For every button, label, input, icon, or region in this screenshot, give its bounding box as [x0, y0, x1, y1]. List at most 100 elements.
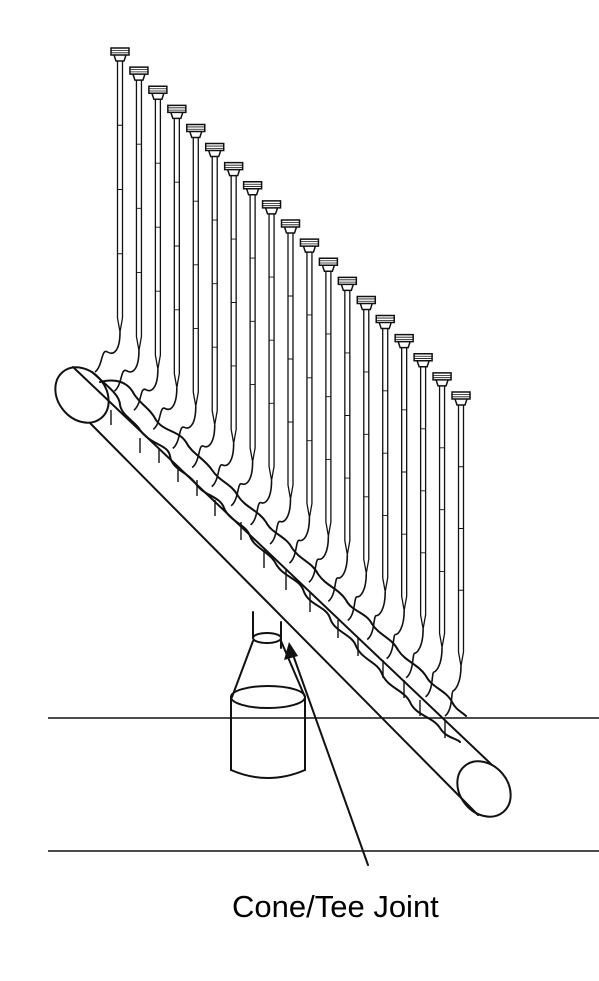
probe-shaft [306, 252, 313, 518]
probe-cap-ribs [243, 183, 262, 187]
probe-cap [375, 314, 395, 330]
probe-ticks [344, 352, 350, 479]
probe [444, 391, 471, 717]
leader-arrow [284, 642, 369, 866]
probe [133, 85, 168, 411]
probe-ticks [439, 447, 445, 573]
probe-shaft [401, 347, 408, 611]
probe-cap-ribs [376, 317, 395, 321]
probe-cable [249, 480, 273, 526]
probe [191, 142, 225, 469]
probe-cap [242, 181, 263, 196]
probe-ticks [325, 333, 331, 460]
probe-cable [94, 331, 121, 373]
main-diagonal-pipe [54, 366, 512, 818]
probe-cap [356, 295, 377, 311]
probe-shaft [344, 290, 351, 555]
probe-shaft [287, 233, 294, 500]
probe-cable [444, 665, 462, 717]
probe-cap [167, 104, 187, 120]
probe-cable [366, 591, 387, 641]
probe-cap-ribs [433, 374, 452, 379]
probe [347, 295, 377, 622]
probe-cable [347, 573, 368, 622]
probe-ticks [401, 409, 407, 535]
probe-ticks [231, 238, 237, 367]
probe-shaft [382, 328, 389, 592]
probe-shaft [419, 366, 427, 630]
probe-cable [405, 628, 424, 679]
probe-cap-ribs [111, 50, 129, 54]
probe [94, 47, 130, 373]
probe-ticks [193, 200, 199, 329]
probe-shaft [325, 271, 332, 537]
probe-cap-ribs [262, 202, 281, 207]
probe-cap-ribs [338, 279, 357, 283]
probe-ticks [155, 162, 161, 292]
probe-ticks [363, 371, 369, 498]
probe [211, 161, 244, 488]
probe-cable [133, 369, 159, 411]
probe-cap-ribs [186, 126, 205, 130]
probe-cable [288, 517, 311, 564]
probe [366, 314, 395, 641]
probe-cap-ribs [452, 394, 470, 398]
probe-shaft [230, 175, 237, 444]
probe-cap-ribs [319, 260, 338, 264]
probe-cap [432, 372, 452, 387]
probe [172, 123, 206, 450]
helix-cable-a [91, 371, 461, 743]
probe-shaft [268, 213, 275, 481]
pipe-end-right [456, 760, 512, 818]
probe [386, 333, 414, 660]
probe-shaft [135, 80, 143, 351]
probe-cable [269, 498, 292, 545]
probe-cap [186, 123, 206, 139]
probe-shaft [438, 385, 446, 648]
probe-shaft [211, 156, 218, 425]
cone-tee-joint-label: Cone/Tee Joint [232, 889, 439, 924]
probe-cap-ribs [357, 298, 376, 302]
probe-cable [172, 406, 197, 450]
probe-cap-ribs [395, 336, 414, 340]
probe-ticks [250, 257, 256, 386]
probe-array [94, 47, 471, 717]
probe [152, 104, 187, 430]
probe [269, 219, 301, 545]
probe-cap [451, 391, 471, 406]
probe-cap [261, 200, 282, 215]
probe-cap-ribs [414, 355, 433, 359]
probe-cap-ribs [300, 241, 319, 245]
probe [230, 181, 263, 507]
probe-cap-ribs [224, 164, 243, 168]
probe-cap [204, 142, 225, 158]
probe-cable [386, 610, 405, 660]
probe-cable [211, 443, 235, 488]
pipe-end-left [54, 366, 110, 424]
probe [327, 276, 358, 602]
probe-cap [337, 276, 358, 292]
probe-cap [413, 353, 433, 368]
probe-cable [113, 350, 140, 392]
probe-cap-ribs [148, 88, 167, 92]
probe-cap [129, 66, 149, 81]
cone-tee-support [230, 611, 306, 779]
probe-ticks [382, 390, 388, 516]
probe-cap-ribs [167, 107, 186, 111]
probe-cap [223, 161, 244, 177]
probe-ticks [269, 276, 275, 404]
probe-cable [424, 647, 443, 698]
probe-ticks [306, 314, 312, 442]
probe-cap-ribs [129, 69, 148, 73]
probe-ticks [420, 428, 426, 554]
probe-shaft [173, 118, 180, 388]
probe-shaft [154, 99, 162, 370]
helix-cable-b [99, 379, 467, 717]
probe-shaft [192, 137, 199, 407]
probe-cap [280, 219, 301, 234]
probe-cable [308, 536, 330, 583]
probe-ticks [136, 143, 142, 273]
probe-cable [191, 424, 216, 469]
probe-cap [318, 257, 339, 272]
